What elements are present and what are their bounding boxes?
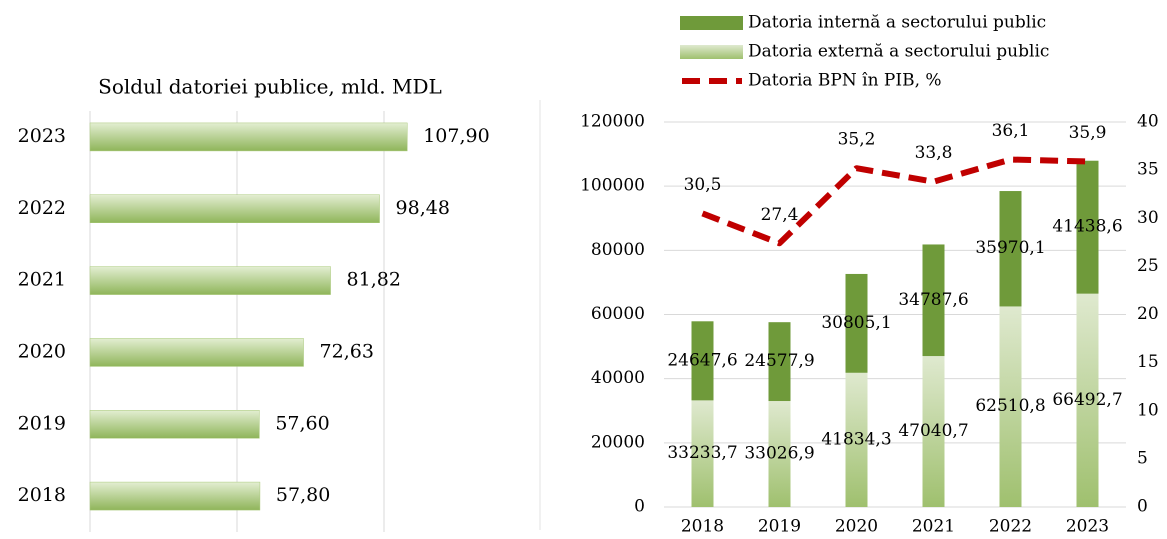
data-label: 30805,1 — [821, 313, 891, 333]
bar — [89, 481, 261, 511]
data-label: 35970,1 — [975, 238, 1045, 258]
line-label: 35,9 — [1069, 123, 1107, 143]
bar-segment — [922, 356, 945, 507]
y-tick-label: 2022 — [18, 197, 66, 219]
y-tick-label: 0 — [634, 497, 645, 517]
data-label: 98,48 — [396, 197, 450, 219]
x-tick-label: 2018 — [681, 517, 724, 537]
y2-tick-label: 0 — [1137, 497, 1148, 517]
line-label: 33,8 — [915, 143, 953, 163]
data-label: 72,63 — [320, 340, 374, 362]
data-label: 107,90 — [423, 125, 489, 147]
y-tick-label: 2021 — [18, 269, 66, 291]
y-tick-label: 20000 — [591, 432, 645, 452]
y2-tick-label: 5 — [1137, 448, 1148, 468]
data-label: 33026,9 — [744, 444, 814, 464]
line-label: 36,1 — [992, 121, 1030, 141]
x-tick-label: 2022 — [989, 517, 1032, 537]
legend-label: Datoria externă a sectorului public — [748, 42, 1049, 62]
y2-tick-label: 10 — [1137, 400, 1159, 420]
x-tick-label: 2023 — [1066, 517, 1109, 537]
bar — [89, 266, 331, 295]
bar-segment — [1076, 160, 1099, 294]
data-label: 34787,6 — [898, 290, 968, 310]
bar-segment — [845, 372, 868, 507]
data-label: 81,82 — [347, 269, 401, 291]
y-tick-label: 40000 — [591, 368, 645, 388]
bar — [89, 410, 260, 439]
bar-segment — [691, 321, 714, 401]
data-label: 47040,7 — [898, 421, 968, 441]
bar-segment — [845, 273, 868, 373]
bar — [89, 338, 304, 367]
data-label: 66492,7 — [1052, 390, 1122, 410]
bar-segment — [1076, 293, 1099, 507]
y2-tick-label: 35 — [1137, 160, 1159, 180]
data-label: 41438,6 — [1052, 217, 1122, 237]
bar-segment — [768, 401, 791, 507]
data-label: 24647,6 — [667, 350, 737, 370]
x-tick-label: 2019 — [758, 517, 801, 537]
chart-title: Soldul datoriei publice, mld. MDL — [98, 75, 442, 99]
y-tick-label: 2020 — [18, 340, 66, 362]
data-label: 24577,9 — [744, 351, 814, 371]
y2-tick-label: 15 — [1137, 352, 1159, 372]
data-label: 33233,7 — [667, 443, 737, 463]
y2-tick-label: 25 — [1137, 256, 1159, 276]
data-label: 57,80 — [276, 484, 330, 506]
line-label: 30,5 — [684, 175, 722, 195]
y-tick-label: 120000 — [580, 112, 645, 132]
y-tick-label: 2019 — [18, 412, 66, 434]
bar-segment — [922, 244, 945, 357]
legend-label: Datoria internă a sectorului public — [748, 13, 1046, 33]
legend-label: Datoria BPN în PIB, % — [748, 71, 942, 91]
x-tick-label: 2020 — [835, 517, 878, 537]
y2-tick-label: 20 — [1137, 304, 1159, 324]
legend-swatch — [680, 45, 743, 59]
bar — [89, 122, 408, 152]
bar-segment — [768, 322, 791, 402]
y-tick-label: 60000 — [591, 304, 645, 324]
line-label: 35,2 — [838, 130, 876, 150]
data-label: 62510,8 — [975, 396, 1045, 416]
x-tick-label: 2021 — [912, 517, 955, 537]
y-tick-label: 2018 — [18, 484, 66, 506]
legend-swatch — [680, 16, 743, 30]
y2-tick-label: 30 — [1137, 208, 1159, 228]
bar-segment — [691, 400, 714, 507]
y2-tick-label: 40 — [1137, 112, 1159, 132]
bar-segment — [999, 191, 1022, 307]
data-label: 57,60 — [275, 412, 329, 434]
y-tick-label: 100000 — [580, 176, 645, 196]
line-label: 27,4 — [761, 205, 799, 225]
y-tick-label: 2023 — [18, 125, 66, 147]
bar — [89, 194, 380, 223]
data-label: 41834,3 — [821, 429, 891, 449]
bar-segment — [999, 306, 1022, 507]
line — [701, 156, 1088, 247]
y-tick-label: 80000 — [591, 240, 645, 260]
